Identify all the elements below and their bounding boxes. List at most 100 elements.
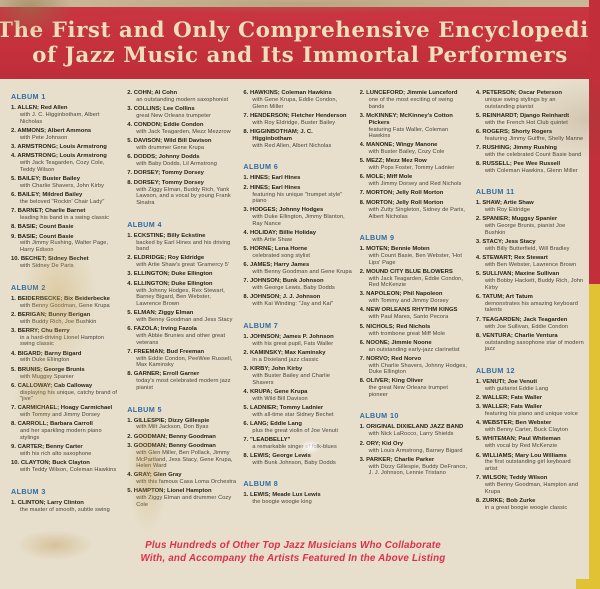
artist-entry: 3. BERRY; Chu Berry in a hard-driving Lio… <box>11 328 120 348</box>
right-edge-red-strip <box>589 0 600 284</box>
entry-number: 3. <box>127 271 133 278</box>
artist-name: 1. HINES; Earl Hines <box>243 175 352 182</box>
artist-entry: 8. VENTURA; Charlie Ventura outstanding s… <box>476 333 585 353</box>
artist-entry: 5. HORNE; Lena Horne celebrated song styl… <box>243 246 352 260</box>
entry-name-text: ARMSTRONG; Louis Armstrong <box>17 143 107 150</box>
entry-name-text: GARNER; Erroll Garner <box>133 371 200 378</box>
entry-name-text: "LEADBELLY" <box>249 436 291 443</box>
entry-detail: with the French Hot Club quintet <box>484 119 568 126</box>
artist-entry: 2. MOUND CITY BLUE BLOWERS with Jack Teag… <box>360 269 469 289</box>
artist-name: 2. ORY; Kid Ory <box>360 441 469 448</box>
artist-entry: 4. ELLINGTON; Duke Ellington with Johnny … <box>127 281 236 308</box>
artist-name: 4. PETERSON; Oscar Peterson <box>476 90 585 97</box>
entry-name-text: FAZOLA; Irving Fazola <box>133 326 197 333</box>
artist-entry: 2. LUNCEFORD; Jimmie Lunceford one of the… <box>360 90 469 110</box>
entry-name-text: VENTURA; Charlie Ventura <box>482 332 558 339</box>
entry-number: 5. <box>127 309 133 316</box>
album-heading: ALBUM 7 <box>243 320 279 330</box>
artist-name: 6. ROGERS; Shorty Rogers <box>476 129 585 136</box>
entry-detail: with Milt Jackson, Don Byas <box>136 424 209 431</box>
entry-detail: with Benny Carter, Buck Clayton <box>484 427 569 434</box>
entry-name-text: NEW ORLEANS RHYTHM KINGS <box>366 307 458 314</box>
entry-detail: featuring Jimmy Guiffre, Shelly Manne <box>484 135 584 142</box>
entry-name-text: BEIDERBECKE; Bix Beiderbecke <box>17 295 110 302</box>
entry-number: 8. <box>475 160 481 167</box>
artist-name: 2. SPANIER; Muggsy Spanier <box>476 216 585 223</box>
entry-detail: with Gene Krupa, Eddie Condon, Glenn Mil… <box>252 96 338 110</box>
entry-name-text: WHITEMAN; Paul Whiteman <box>482 436 561 443</box>
artist-entry: 4. PETERSON; Oscar Peterson unique swing … <box>476 90 585 110</box>
artist-entry: 2. BERIGAN; Bunny Berigan with Buddy Rich… <box>11 312 120 326</box>
artist-name: 4. STEWART; Rex Stewart <box>476 255 585 262</box>
entry-name-text: SHAW; Artie Shaw <box>482 200 534 207</box>
artist-entry: 8. HIGGINBOTHAM; J. C. Higginbotham with … <box>243 129 352 150</box>
entry-number: 6. <box>11 191 16 198</box>
entry-detail: the boogie woogie king <box>252 499 312 506</box>
entry-name-text: OLIVER; King Oliver <box>366 378 424 385</box>
artist-entry: 3. NAPOLEON; Phil Napoleon with Tommy and… <box>360 291 469 305</box>
entry-name-text: DAVISON; Wild Bill Davison <box>133 138 212 145</box>
artist-entry: 5. WHITEMAN; Paul Whiteman with vocal by … <box>476 436 585 450</box>
entry-number: 2. <box>359 268 365 275</box>
artist-entry: 2. HINES; Earl Hines featuring his unique… <box>243 185 352 205</box>
entry-number: 2. <box>243 349 249 356</box>
artist-entry: 2. WALLER; Fats Waller <box>476 395 585 402</box>
footer-line-2: With, and Accompany the Artists Featured… <box>140 552 446 564</box>
artist-entry: 1. BEIDERBECKE; Bix Beiderbecke with Benn… <box>11 296 120 310</box>
footer-note: Plus Hundreds of Other Top Jazz Musician… <box>0 540 586 565</box>
entry-name-text: CARTER; Benny Carter <box>17 444 83 450</box>
entry-name-text: CLAYTON; Buck Clayton <box>20 460 90 467</box>
entry-name-text: RUSSELL; Pee Wee Russell <box>482 160 561 167</box>
artist-name: 7. NORVO; Red Norvo <box>360 356 469 363</box>
artist-entry: 5. NICHOLS; Red Nichols with trombone gre… <box>360 324 469 338</box>
artist-name: 6. HAWKINS; Coleman Hawkins <box>243 90 352 97</box>
artist-entry: 5. BRUNIS; George Brunis with Muggsy Span… <box>11 367 120 381</box>
artist-name: 5. DAVISON; Wild Bill Davison <box>127 138 236 145</box>
entry-detail: with Artie Shaw <box>252 237 293 243</box>
entry-name-text: HODGES; Johnny Hodges <box>249 207 324 214</box>
artist-entry: 4. STEWART; Rex Stewart with Ben Webster,… <box>476 255 585 269</box>
entry-number: 7. <box>243 112 249 119</box>
artist-name: 5. LADNIER; Tommy Ladnier <box>243 405 352 412</box>
entry-name-text: NOONE; Jimmie Noone <box>366 339 432 346</box>
entry-number: 8. <box>475 332 481 339</box>
entry-number: 1. <box>127 232 133 239</box>
artist-entry: 4. HOLIDAY; Billie Holiday with Artie Sha… <box>243 230 352 244</box>
entry-detail: with trombone great Miff Mole <box>368 330 446 337</box>
entry-number: 4. <box>475 255 481 262</box>
artist-entry: 7. TEAGARDEN; Jack Teagarden with Joe Sul… <box>476 317 585 331</box>
entry-number: 3. <box>359 291 365 298</box>
artist-listing: ALBUM 1 1. ALLEN; Red Allen with J. C. Hig… <box>11 90 585 534</box>
entry-name-text: CARMICHAEL; Hoagy Carmichael <box>17 405 113 412</box>
album-heading: ALBUM 6 <box>243 162 279 172</box>
entry-name-text: WILSON; Teddy Wilson <box>482 475 548 482</box>
entry-detail: with Artie Shaw's great 'Gramercy 5' <box>136 262 230 269</box>
artist-name: 1. BEIDERBECKE; Bix Beiderbecke <box>11 296 120 303</box>
artist-name: 7. FREEMAN; Bud Freeman <box>127 349 236 356</box>
entry-detail: with Ben Webster, Lawrence Brown <box>484 262 577 269</box>
entry-number: 7. <box>359 355 365 362</box>
entry-detail: outstanding saxophone star of modern jaz… <box>484 339 584 353</box>
entry-number: 2. <box>127 255 133 262</box>
artist-name: 1. ALLEN; Red Allen <box>11 105 120 112</box>
entry-name-text: PETERSON; Oscar Peterson <box>482 90 562 96</box>
entry-number: 3. <box>243 365 249 372</box>
entry-name-text: ELMAN; Ziggy Elman <box>133 309 194 316</box>
artist-entry: 5. SULLIVAN; Maxine Sullivan with Bobby H… <box>476 271 585 291</box>
entry-detail: backed by Earl Hines and his driving ban… <box>136 239 231 253</box>
artist-entry: 6. NOONE; Jimmie Noone an outstanding ear… <box>360 340 469 354</box>
artist-name: 1. JOHNSON; James P. Johnson <box>243 334 352 341</box>
entry-number: 4. <box>359 142 365 149</box>
artist-name: 3. GOODMAN; Benny Goodman <box>127 443 236 450</box>
entry-number: 5. <box>11 175 16 182</box>
artist-entry: 2. GOODMAN; Benny Goodman <box>127 434 236 441</box>
album-heading: ALBUM 5 <box>127 404 162 414</box>
entry-number: 3. <box>127 106 133 113</box>
artist-name: 7. JOHNSON; Bunk Johnson <box>243 278 352 285</box>
artist-name: 5. MEZZ; Mezz Mez Row <box>360 158 469 165</box>
entry-number: 6. <box>243 262 249 269</box>
entry-detail: with Buster Bailey, Cozy Cole <box>368 149 445 156</box>
artist-entry: 6. WILLIAMS; Mary Lou Williams the first … <box>476 453 585 473</box>
entry-number: 2. <box>11 311 16 318</box>
entry-name-text: WALLER; Fats Waller <box>482 404 543 411</box>
